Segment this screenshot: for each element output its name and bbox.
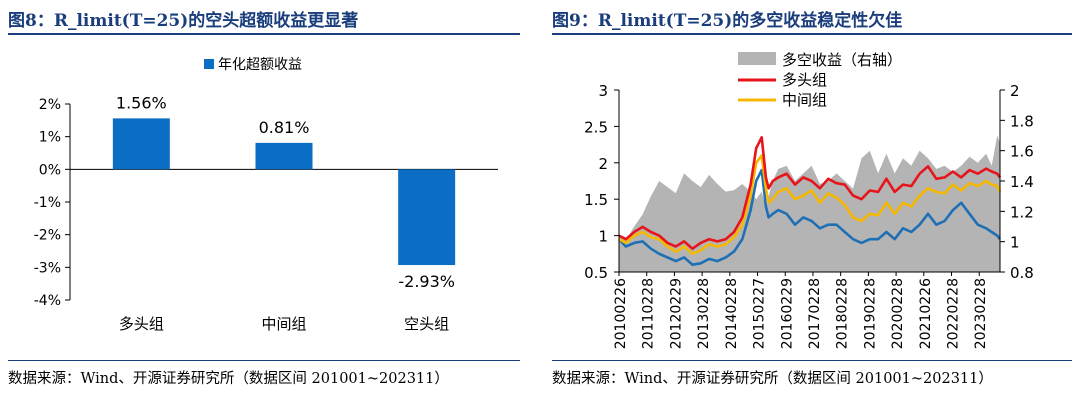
y-tick-label: 2% <box>39 97 61 113</box>
x-tick-label: 20200228 <box>890 278 906 349</box>
y-right-tick-label: 2 <box>1010 82 1020 100</box>
x-tick-label: 20130228 <box>696 278 712 349</box>
y-left-tick-label: 2 <box>598 155 608 173</box>
x-tick-label: 20210226 <box>918 278 934 349</box>
y-left-tick-label: 1.5 <box>584 191 608 209</box>
right-bottom-rule <box>552 360 1072 361</box>
y-right-tick-label: 0.8 <box>1010 264 1034 282</box>
legend-label: 多空收益（右轴） <box>782 51 902 69</box>
x-tick-label: 20110228 <box>641 278 657 349</box>
y-right-tick-label: 1.4 <box>1010 173 1034 191</box>
x-tick-label: 20120229 <box>668 278 684 349</box>
legend-swatch <box>204 59 214 69</box>
x-tick-label: 20150227 <box>752 278 768 349</box>
bar <box>255 142 313 170</box>
bar-chart: 年化超额收益 2% 1% 0% -1% -2% -3% -4% 1.56% 多头组 0.81% 中间组… <box>34 57 498 333</box>
data-label: 0.81% <box>259 118 310 137</box>
y-right-tick-label: 1 <box>1010 234 1020 252</box>
y-left-tick-label: 3 <box>598 82 608 100</box>
y-right-tick-label: 1.6 <box>1010 143 1034 161</box>
x-tick-label: 空头组 <box>404 315 449 333</box>
x-tick-label: 20140228 <box>724 278 740 349</box>
series-line-mid <box>618 154 1002 256</box>
line-chart: 0.5 1 1.5 2 2.5 3 0.8 1 1.2 1.4 1.6 1.8 2 20100226 201… <box>584 51 1034 349</box>
bar <box>398 169 456 266</box>
y-right-tick-label: 1.2 <box>1010 203 1034 221</box>
x-tick-label: 20230228 <box>973 278 989 349</box>
x-tick-label: 20160229 <box>779 278 795 349</box>
y-right-tick-label: 1.8 <box>1010 112 1034 130</box>
x-tick-label: 20100226 <box>613 278 629 349</box>
y-tick-label: -2% <box>34 228 61 244</box>
data-label: -2.93% <box>398 272 455 291</box>
series-line-long <box>618 136 1002 250</box>
left-figure-title: 图8：R_limit(T=25)的空头超额收益更显著 <box>8 11 359 31</box>
y-tick-label: 1% <box>39 130 61 146</box>
bar <box>112 118 170 170</box>
left-bottom-rule <box>8 360 520 361</box>
y-left-tick-label: 1 <box>598 228 608 246</box>
y-tick-label: 0% <box>39 162 61 178</box>
y-left-tick-label: 0.5 <box>584 264 608 282</box>
legend-label: 年化超额收益 <box>218 57 302 73</box>
legend-label: 中间组 <box>782 91 827 109</box>
right-source-note: 数据来源：Wind、开源证券研究所（数据区间 201001~202311） <box>552 371 993 387</box>
right-title-rule <box>552 33 1072 35</box>
x-tick-label: 20190228 <box>862 278 878 349</box>
x-tick-label: 20180228 <box>835 278 851 349</box>
data-label: 1.56% <box>116 93 167 112</box>
left-title-rule <box>8 33 520 35</box>
x-tick-label: 多头组 <box>119 315 164 333</box>
x-tick-label: 20220228 <box>946 278 962 349</box>
y-left-tick-label: 2.5 <box>584 118 608 136</box>
x-tick-label: 中间组 <box>261 315 306 333</box>
left-panel: 图8：R_limit(T=25)的空头超额收益更显著 年化超额收益 2% 1% 0% -… <box>8 0 520 402</box>
legend-swatch-area <box>738 52 776 65</box>
left-source-note: 数据来源：Wind、开源证券研究所（数据区间 201001~202311） <box>8 371 449 387</box>
y-tick-label: -1% <box>34 195 61 211</box>
legend-label: 多头组 <box>782 71 827 89</box>
y-tick-label: -4% <box>34 293 61 309</box>
right-panel: 图9：R_limit(T=25)的多空收益稳定性欠佳 0.5 1 1.5 2 2.5 3 0… <box>552 0 1072 402</box>
series-area-long-short <box>619 135 1000 272</box>
y-tick-label: -3% <box>34 260 61 276</box>
x-tick-label: 20170228 <box>807 278 823 349</box>
series-line-short <box>618 168 1002 266</box>
right-figure-title: 图9：R_limit(T=25)的多空收益稳定性欠佳 <box>552 11 903 31</box>
